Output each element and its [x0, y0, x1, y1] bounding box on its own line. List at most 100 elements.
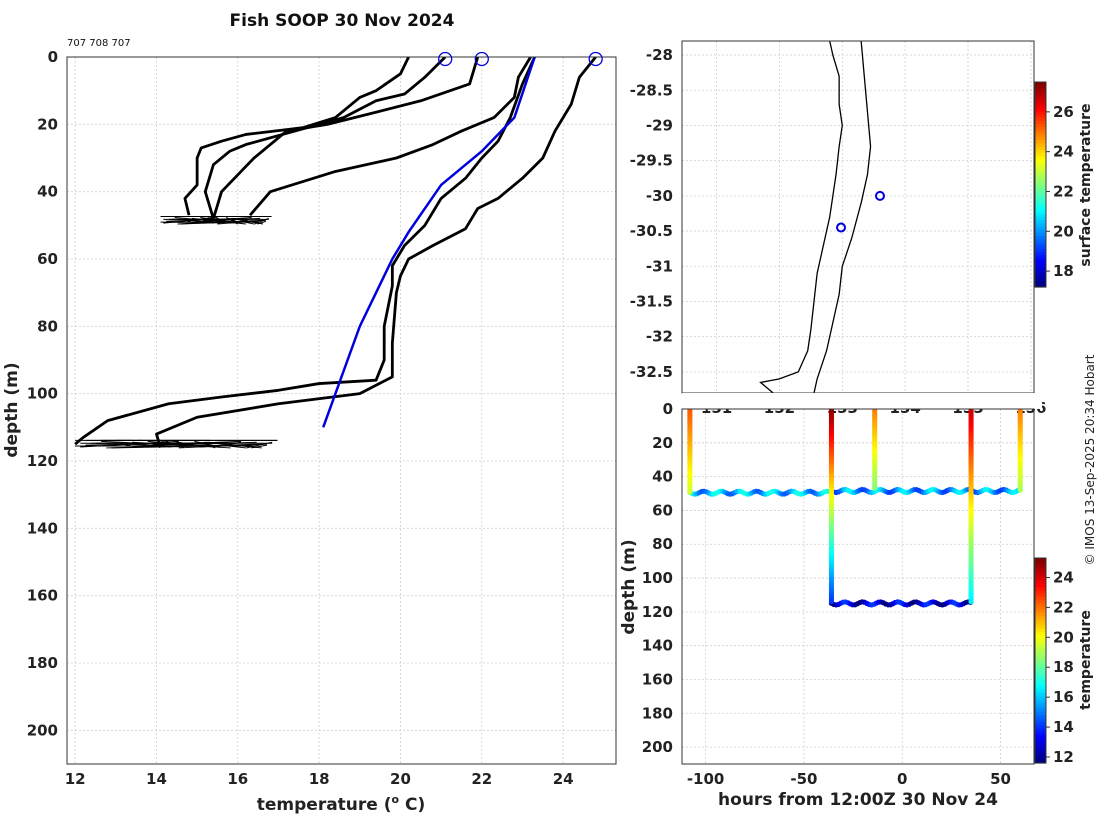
colorbar-cell: [1035, 104, 1046, 109]
colorbar-cell: [1035, 586, 1046, 591]
colorbar-cell: [1035, 117, 1046, 122]
station-marker-0: [875, 190, 885, 201]
colorbar-cell: [1035, 165, 1046, 170]
colorbar-cell: [1035, 628, 1046, 633]
colorbar-tick-16: 16: [1053, 688, 1074, 706]
time-xtick-0: 0: [897, 770, 907, 788]
surface-temperature-colorbar-label: surface temperature: [1078, 103, 1094, 266]
colorbar-cell: [1035, 98, 1046, 102]
noise-stroke: [177, 220, 232, 225]
colorbar-cell: [1035, 596, 1046, 601]
time-ytick-0: 0: [663, 400, 673, 418]
colorbar-cell: [1035, 235, 1046, 240]
colorbar-cell: [1035, 689, 1046, 694]
colorbar-cell: [1035, 679, 1046, 684]
colorbar-cell: [1035, 692, 1046, 697]
colorbar-tick-20: 20: [1053, 222, 1074, 240]
time-depth-traces: [687, 409, 1023, 608]
profile-line-profile-e: [74, 57, 536, 446]
colorbar-cell: [1035, 190, 1046, 195]
time-xtick-50: 50: [990, 770, 1011, 788]
profile-xtick-14: 14: [146, 770, 167, 788]
colorbar-cell: [1035, 567, 1046, 572]
colorbar-cell: [1035, 130, 1046, 134]
cast-trace-4: [1017, 409, 1023, 493]
colorbar-cell: [1035, 660, 1046, 665]
colorbar-tick-26: 26: [1053, 103, 1074, 121]
colorbar-cell: [1035, 120, 1046, 125]
profile-xtick-22: 22: [471, 770, 492, 788]
colorbar-cell: [1035, 698, 1046, 703]
colorbar-cell: [1035, 101, 1046, 106]
colorbar-cell: [1035, 756, 1046, 761]
profile-bottom-noise-0: [160, 216, 272, 225]
profile-bottom-noise-1: [75, 439, 278, 449]
colorbar-cell: [1035, 647, 1046, 652]
noise-stroke: [106, 444, 205, 449]
colorbar-tick-22: 22: [1053, 182, 1074, 200]
profile-ytick-100: 100: [27, 385, 58, 403]
profile-ytick-40: 40: [37, 183, 58, 201]
cast-point: [1017, 487, 1023, 493]
cast-point: [968, 599, 974, 605]
profile-ytick-80: 80: [37, 317, 58, 335]
map-ytick--30.5: -30.5: [630, 222, 673, 240]
colorbar-cell: [1035, 577, 1046, 582]
colorbar-cell: [1035, 641, 1046, 646]
colorbar-cell: [1035, 187, 1046, 192]
cast-point: [872, 485, 878, 491]
temperature-colorbar-label: temperature: [1078, 610, 1094, 710]
colorbar-cell: [1035, 574, 1046, 578]
colorbar-cell: [1035, 583, 1046, 588]
time-ytick-20: 20: [652, 434, 673, 452]
colorbar-tick-22: 22: [1053, 598, 1074, 616]
colorbar-cell: [1035, 695, 1046, 700]
surface-marker-1: [474, 51, 489, 67]
colorbar-cell: [1035, 274, 1046, 278]
colorbar-cell: [1035, 123, 1046, 128]
colorbar-cell: [1035, 650, 1046, 655]
station-marker-1: [836, 222, 847, 233]
time-depth-grid: [682, 408, 1034, 764]
colorbar-cell: [1035, 564, 1046, 569]
map-label-overlap: [682, 393, 1042, 409]
colorbar-cell: [1035, 85, 1046, 90]
time-ytick-200: 200: [642, 738, 673, 756]
profile-line-profile-c: [212, 57, 480, 220]
time-depth-axes-frame: [681, 408, 1035, 765]
profile-line-profile-f: [155, 57, 597, 448]
colorbar-cell: [1035, 245, 1046, 250]
colorbar-cell: [1035, 686, 1046, 690]
colorbar-cell: [1035, 158, 1046, 163]
time-depth-ticks: -100 -50 0 50 0 20 40 60 80 100 120 140 160 180 200: [642, 400, 1011, 788]
colorbar-cell: [1035, 114, 1046, 118]
colorbar-cell: [1035, 88, 1046, 93]
profile-line-profile-d: [248, 57, 532, 217]
time-xtick--50: -50: [790, 770, 817, 788]
colorbar-cell: [1035, 676, 1046, 681]
colorbar-cell: [1035, 724, 1046, 729]
colorbar-cell: [1035, 618, 1046, 623]
noise-stroke: [240, 220, 255, 225]
time-ytick-100: 100: [642, 569, 673, 587]
colorbar-cell: [1035, 194, 1046, 198]
colorbar-cell: [1035, 743, 1046, 748]
colorbar-tick-14: 14: [1053, 718, 1074, 736]
colorbar-cell: [1035, 139, 1046, 144]
colorbar-cell: [1035, 238, 1046, 243]
colorbar-cell: [1035, 727, 1046, 732]
colorbar-tick-24: 24: [1053, 568, 1074, 586]
colorbar-cell: [1035, 206, 1046, 211]
colorbar-cell: [1035, 558, 1046, 562]
map-grid: [682, 41, 1034, 393]
colorbar-cell: [1035, 107, 1046, 112]
colorbar-cell: [1035, 612, 1046, 617]
cast-trace-2: [872, 409, 878, 491]
time-depth-panel: -100 -50 0 50 0 20 40 60 80 100 120 140 160 180 200 ho…: [619, 393, 1042, 810]
colorbar-frame: [1034, 81, 1047, 288]
time-ytick-120: 120: [642, 603, 673, 621]
cast-point: [687, 489, 693, 495]
colorbar-frame: [1034, 557, 1047, 764]
colorbar-cell: [1035, 261, 1046, 266]
